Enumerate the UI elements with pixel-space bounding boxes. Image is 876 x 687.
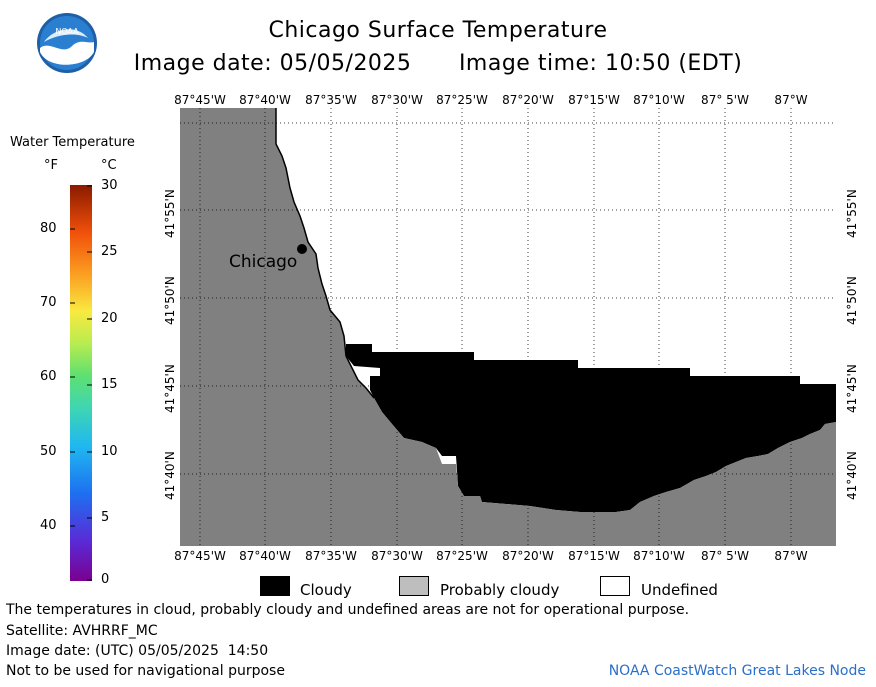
f-tick-50: 50 <box>40 444 57 459</box>
footer-disclaimer: The temperatures in cloud, probably clou… <box>6 602 690 618</box>
city-label-chicago: Chicago <box>229 252 298 272</box>
f-tick-70: 70 <box>40 295 57 310</box>
lat-label-right-4: 41°40'N <box>845 451 859 500</box>
f-tick-80: 80 <box>40 221 57 236</box>
svg-text:NOAA: NOAA <box>55 27 79 36</box>
graticule <box>180 108 836 546</box>
c-tick-0: 0 <box>101 572 110 587</box>
lon-label-top-4: 87°30'W <box>371 93 423 107</box>
lon-label-bottom-3: 87°35'W <box>305 549 357 563</box>
lon-label-bottom-1: 87°45'W <box>174 549 226 563</box>
legend-label-probably-cloudy: Probably cloudy <box>440 581 560 599</box>
lat-label-left-1: 41°55'N <box>163 189 177 238</box>
lon-label-top-8: 87°10'W <box>633 93 685 107</box>
page-title: Chicago Surface Temperature <box>268 18 608 43</box>
noaa-logo: NOAA <box>36 12 98 74</box>
coastline <box>275 108 375 399</box>
colorbar-title: Water Temperature <box>10 135 135 150</box>
c-tick-5: 5 <box>101 510 110 525</box>
f-tick-40: 40 <box>40 518 57 533</box>
lon-label-top-9: 87° 5'W <box>701 93 749 107</box>
map-area <box>180 108 836 546</box>
lon-label-bottom-5: 87°25'W <box>436 549 488 563</box>
c-tick-15: 15 <box>101 377 118 392</box>
lon-label-bottom-8: 87°10'W <box>633 549 685 563</box>
map-canvas <box>180 108 836 546</box>
image-datetime: Image date: 05/05/2025 Image time: 10:50… <box>0 51 876 76</box>
land-area <box>180 108 836 546</box>
c-tick-20: 20 <box>101 311 118 326</box>
c-tick-10: 10 <box>101 444 118 459</box>
colorbar-unit-c: °C <box>101 158 117 173</box>
footer-satellite: Satellite: AVHRRF_MC <box>6 623 158 639</box>
lat-label-left-3: 41°45'N <box>163 364 177 413</box>
colorbar-unit-f: °F <box>44 158 58 173</box>
footer-nav-warning: Not to be used for navigational purpose <box>6 663 285 679</box>
lon-label-bottom-2: 87°40'W <box>239 549 291 563</box>
legend-label-undefined: Undefined <box>641 581 718 599</box>
image-time: Image time: 10:50 (EDT) <box>458 51 743 76</box>
lon-label-top-6: 87°20'W <box>502 93 554 107</box>
legend-swatch-cloudy <box>260 576 290 596</box>
f-tick-60: 60 <box>40 369 57 384</box>
lon-label-top-2: 87°40'W <box>239 93 291 107</box>
legend-swatch-undefined <box>600 576 630 596</box>
lon-label-top-5: 87°25'W <box>436 93 488 107</box>
colorbar-gradient <box>70 185 92 581</box>
lat-label-left-2: 41°50'N <box>163 276 177 325</box>
lon-label-bottom-10: 87°W <box>774 549 808 563</box>
noaa-logo-icon: NOAA <box>37 13 97 73</box>
footer-credit: NOAA CoastWatch Great Lakes Node <box>608 663 866 679</box>
colorbar <box>70 185 92 581</box>
lon-label-bottom-9: 87° 5'W <box>701 549 749 563</box>
lat-label-left-4: 41°40'N <box>163 451 177 500</box>
legend-label-cloudy: Cloudy <box>300 581 352 599</box>
lon-label-bottom-4: 87°30'W <box>371 549 423 563</box>
chicago-marker <box>297 244 307 254</box>
lat-label-right-2: 41°50'N <box>845 276 859 325</box>
lon-label-bottom-7: 87°15'W <box>568 549 620 563</box>
lon-label-top-3: 87°35'W <box>305 93 357 107</box>
lon-label-top-1: 87°45'W <box>174 93 226 107</box>
lat-label-right-3: 41°45'N <box>845 364 859 413</box>
image-date: Image date: 05/05/2025 <box>133 51 412 76</box>
legend-swatch-probably-cloudy <box>399 576 429 596</box>
c-tick-25: 25 <box>101 244 118 259</box>
lon-label-top-10: 87°W <box>774 93 808 107</box>
lon-label-top-7: 87°15'W <box>568 93 620 107</box>
footer-utc-date: Image date: (UTC) 05/05/2025 14:50 <box>6 643 269 659</box>
lat-label-right-1: 41°55'N <box>845 189 859 238</box>
c-tick-30: 30 <box>101 178 118 193</box>
lon-label-bottom-6: 87°20'W <box>502 549 554 563</box>
